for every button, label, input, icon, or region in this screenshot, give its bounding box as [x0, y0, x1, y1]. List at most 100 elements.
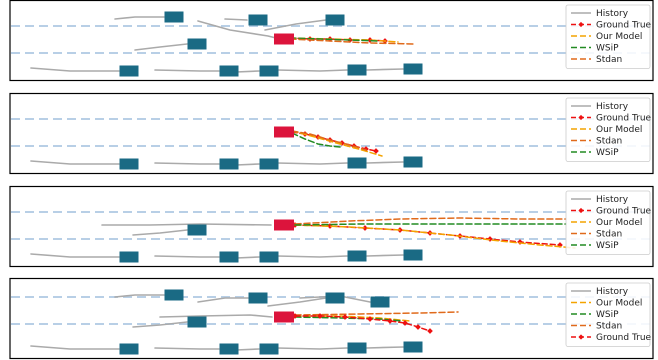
history-line	[235, 348, 260, 351]
legend-box	[565, 190, 651, 255]
history-line	[366, 68, 404, 71]
legend-label-history: History	[596, 9, 629, 19]
vehicle-box	[403, 156, 423, 168]
ground-true-point	[367, 316, 373, 322]
legend-label-wsip: WSiP	[596, 148, 619, 158]
history-line	[235, 163, 260, 166]
vehicle-box	[119, 251, 139, 263]
history-line	[299, 295, 371, 303]
legend-label-our-model: Our Model	[596, 125, 642, 135]
vehicle-box	[164, 11, 184, 23]
target-vehicle-box	[274, 33, 294, 45]
history-line	[154, 347, 220, 350]
vehicle-box	[187, 316, 207, 328]
vehicle-box	[370, 296, 390, 308]
stdan-line	[291, 130, 367, 151]
ground-true-point	[317, 313, 323, 319]
ground-true-line	[294, 315, 431, 332]
vehicle-box	[119, 158, 139, 170]
history-line	[154, 162, 220, 165]
history-line	[276, 69, 348, 72]
history-line	[235, 256, 260, 259]
history-line	[224, 18, 248, 21]
legend-label-stdan: Stdan	[596, 55, 622, 65]
history-line	[264, 19, 327, 31]
history-line	[366, 254, 404, 257]
vehicle-box	[259, 251, 279, 263]
legend-box	[565, 4, 651, 69]
legend-label-stdan: Stdan	[596, 322, 622, 332]
legend-marker	[578, 114, 584, 121]
vehicle-box	[403, 249, 423, 261]
legend-label-wsip: WSiP	[596, 310, 619, 320]
history-line	[114, 294, 165, 298]
vehicle-box	[347, 250, 367, 262]
legend-label-history: History	[596, 102, 629, 112]
history-line	[30, 67, 120, 72]
history-line	[235, 70, 260, 73]
history-line	[101, 223, 272, 226]
history-line	[267, 297, 327, 307]
ground-true-point	[367, 37, 373, 43]
vehicle-box	[187, 38, 207, 50]
legend-label-our-model: Our Model	[596, 218, 642, 228]
legend-label-wsip: WSiP	[596, 44, 619, 54]
ground-true-point	[387, 318, 393, 324]
legend-label-ground-true: Ground True	[596, 21, 652, 31]
legend-label-wsip: WSiP	[596, 241, 619, 251]
vehicle-box	[403, 63, 423, 75]
ground-true-point	[327, 223, 333, 229]
history-line	[30, 253, 120, 258]
history-line	[114, 16, 165, 20]
ground-true-point	[342, 314, 348, 320]
history-line	[197, 297, 249, 303]
ground-true-point	[402, 320, 408, 326]
vehicle-box	[259, 158, 279, 170]
history-line	[134, 43, 188, 51]
legend-label-ground-true: Ground True	[596, 207, 652, 217]
stdan-line	[294, 217, 567, 225]
ground-true-point	[487, 236, 493, 242]
vehicle-box	[403, 341, 423, 353]
wsip-line	[294, 223, 567, 226]
target-vehicle-box	[274, 126, 294, 138]
vehicle-box	[119, 343, 139, 355]
vehicle-box	[325, 14, 345, 26]
wsip-line	[291, 132, 341, 148]
vehicle-box	[164, 289, 184, 301]
history-line	[132, 229, 188, 236]
vehicle-box	[248, 292, 268, 304]
legend-label-history: History	[596, 195, 629, 205]
history-line	[159, 314, 273, 318]
history-line	[154, 255, 220, 258]
vehicle-box	[248, 14, 268, 26]
vehicle-box	[119, 65, 139, 77]
panel-frame	[9, 92, 654, 175]
legend-marker	[578, 207, 584, 214]
history-line	[30, 160, 120, 165]
legend-label-stdan: Stdan	[596, 230, 622, 240]
legend-label-our-model: Our Model	[596, 299, 642, 309]
ground-true-point	[427, 328, 433, 334]
history-line	[276, 255, 348, 258]
vehicle-box	[187, 224, 207, 236]
vehicle-box	[347, 342, 367, 354]
legend-box	[565, 282, 651, 347]
vehicle-box	[219, 251, 239, 263]
stdan-line	[294, 311, 459, 316]
vehicle-box	[325, 292, 345, 304]
legend-marker	[578, 21, 584, 28]
vehicle-box	[219, 343, 239, 355]
legend-label-ground-true: Ground True	[596, 333, 652, 343]
vehicle-box	[347, 64, 367, 76]
vehicle-box	[219, 65, 239, 77]
history-line	[276, 162, 348, 165]
vehicle-box	[259, 343, 279, 355]
